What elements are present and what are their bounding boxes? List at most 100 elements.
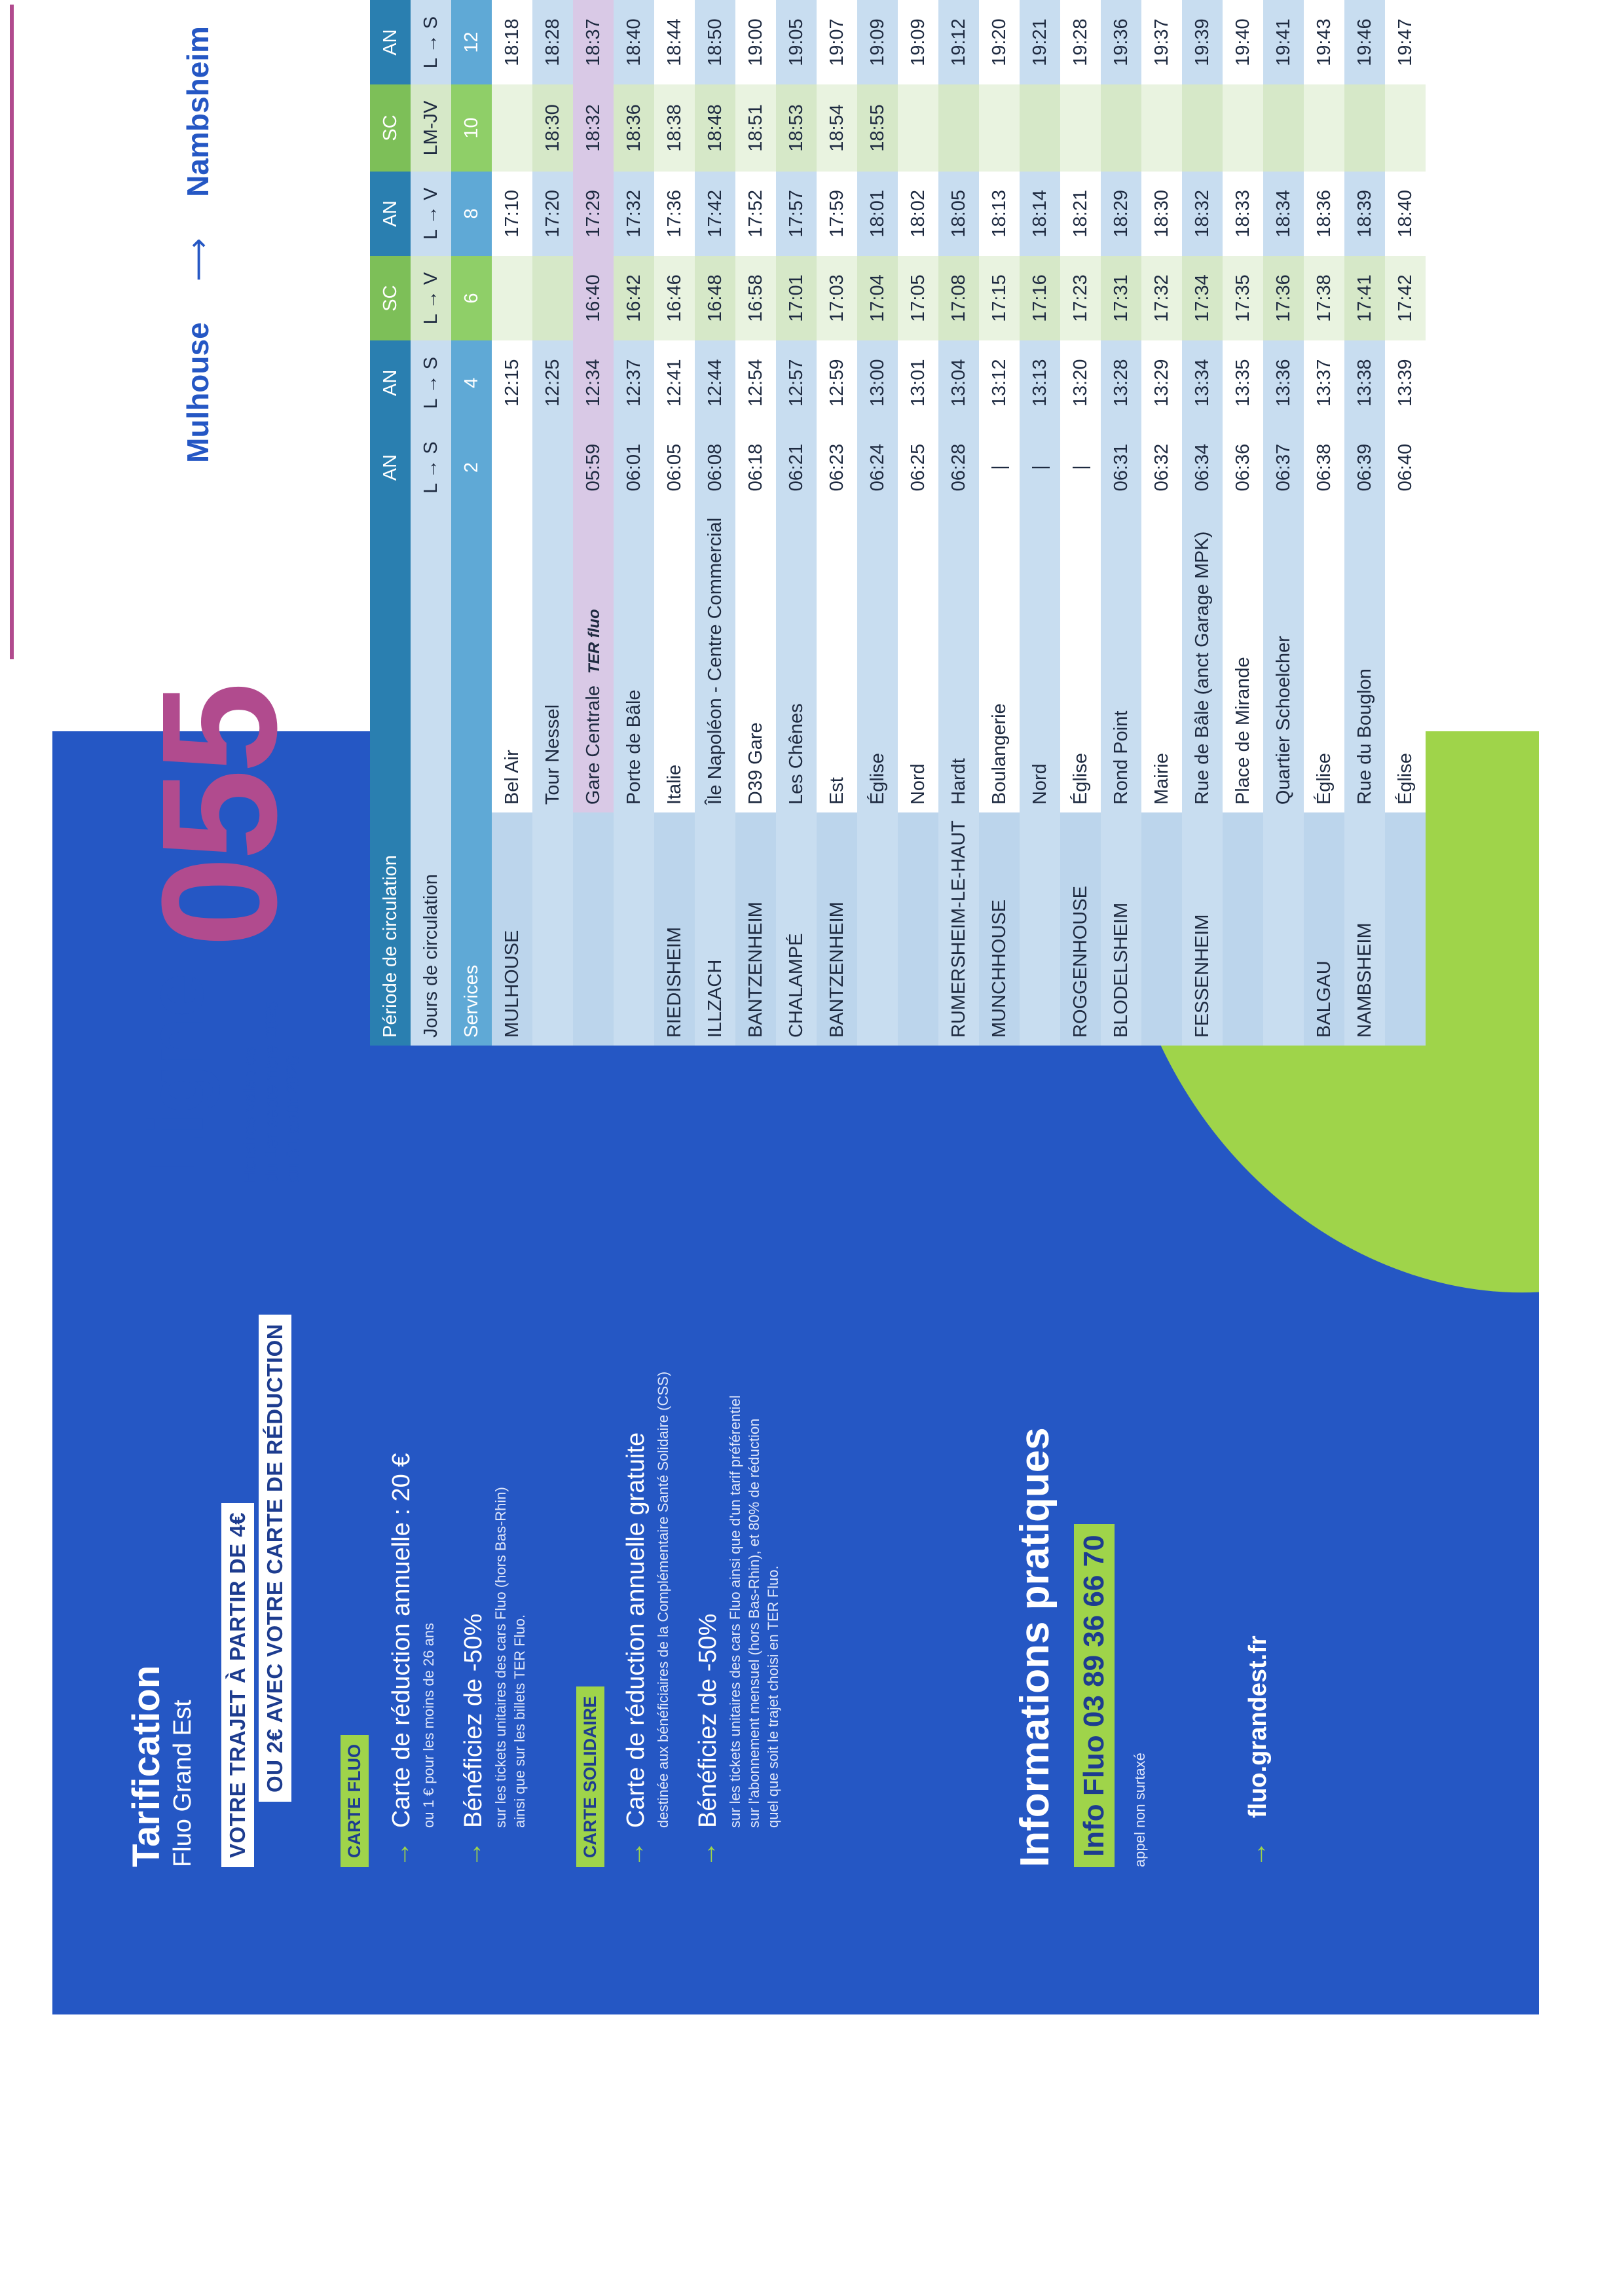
time-cell [1101,84,1141,172]
table-row: MULHOUSE Bel Air 12:15 17:10 18:18 [492,0,532,1046]
time-cell: 16:48 [695,255,735,341]
fluo-benefit-note-2: ainsi que sur les billets TER Fluo. [511,1614,528,1828]
fluo-benefit-note-1: sur les tickets unitaires des cars Fluo … [492,1487,509,1828]
services-label: Services [451,509,492,1046]
stop-cell: Église [1304,509,1344,813]
info-phone-note: appel non surtaxé [1132,1753,1148,1867]
time-cell [492,255,532,341]
time-cell: 13:36 [1263,340,1304,426]
time-cell: 12:54 [745,359,766,407]
time-cell: 18:36 [614,84,654,172]
time-cell: 18:40 [614,0,654,85]
city-cell: BANTZENHEIM [735,812,776,1046]
service-number: 4 [451,340,492,426]
time-cell: 17:35 [1223,255,1263,341]
table-row: FESSENHEIM Rue de Bâle (anct Garage MPK) 0… [1182,0,1223,1046]
time-cell: 18:55 [857,84,898,172]
time-cell: 18:53 [776,84,817,172]
table-row: Mairie 06:32 13:29 17:32 18:30 19:37 [1141,0,1182,1046]
stop-cell: D39 Gare [735,509,776,813]
stop-cell: Église [1060,509,1101,813]
time-cell: 13:12 [988,359,1010,407]
validity-line-2: du 1er septembre 2025 [261,1000,281,1183]
time-cell: 13:04 [938,340,979,426]
line-number: 055 [128,685,310,947]
timetable-header-periode: Période de circulation AN AN SC AN SC AN [370,0,411,1046]
fluo-card-title: Carte de réduction annuelle : 20 € [388,1453,415,1828]
time-cell: 19:00 [745,18,766,66]
time-cell: 17:32 [614,171,654,256]
timetable-header-services: Services 2 4 6 8 10 12 [451,0,492,1046]
stop-cell: Rond Point [1101,509,1141,813]
periode-cell: SC [370,84,411,172]
stop-name: Île Napoléon - Centre Commercial [704,517,726,805]
table-row: Église 06:24 13:00 17:04 18:01 18:55 19:09 [857,0,898,1046]
stop-cell: Porte de Bâle [614,509,654,813]
arrow-right-icon: → [1243,1841,1272,1867]
time-cell: 18:05 [938,171,979,256]
website-link[interactable]: fluo.grandest.fr [1244,1635,1272,1818]
time-cell: 18:30 [1151,190,1172,238]
solidaire-card-title: Carte de réduction annuelle gratuite [622,1432,650,1828]
time-cell [492,425,532,509]
stop-name: Église [1313,753,1335,805]
time-cell [1344,84,1385,172]
jours-cell: L → V [411,255,451,341]
time-cell: 18:28 [532,0,573,85]
stop-cell: Rue du Bouglon [1344,509,1385,813]
time-cell: 18:33 [1232,190,1253,238]
time-cell [979,84,1020,172]
time-cell: 17:23 [1060,255,1101,341]
stop-name: Est [826,777,847,805]
service-number: 6 [451,255,492,341]
time-cell: 18:02 [907,190,929,238]
time-cell: 06:37 [1263,425,1304,510]
periode-label: Période de circulation [370,509,411,1046]
time-cell: 06:28 [938,425,979,510]
time-cell: 06:08 [695,425,735,510]
time-cell: 19:36 [1101,0,1141,85]
time-cell: 06:01 [614,425,654,510]
city-cell: CHALAMPÉ [776,812,817,1046]
time-cell: 17:20 [532,171,573,256]
ter-fluo-logo: TER fluo [585,609,603,674]
jours-label: Jours de circulation [411,509,451,1046]
arrow-right-icon: → [458,1841,487,1867]
time-cell: | [1069,465,1091,470]
time-cell: 13:29 [1151,359,1172,407]
time-cell: 06:05 [663,443,685,492]
periode-cell: AN [370,340,411,426]
stop-cell: Tour Nessel [532,509,573,813]
time-cell: 19:07 [826,18,847,66]
table-row: RUMERSHEIM-LE-HAUT Hardt 06:28 13:04 17:08 18… [938,0,979,1046]
time-cell [1060,84,1101,172]
stop-cell: Nord [898,509,938,813]
time-cell: 19:05 [776,0,817,85]
table-row: Nord 06:25 13:01 17:05 18:02 19:09 [898,0,938,1046]
periode-cell: SC [370,255,411,341]
time-cell [1020,84,1060,172]
city-cell [614,812,654,1046]
route-origin: Mulhouse [181,322,215,463]
time-cell: 18:39 [1344,171,1385,256]
validity-dates: Horaires valables du 1er septembre 2025 … [239,1000,304,1183]
city-cell: MULHOUSE [492,812,532,1046]
stop-name: Mairie [1151,753,1172,805]
table-row: Quartier Schoelcher 06:37 13:36 17:36 18:34 1… [1263,0,1304,1046]
time-cell: 19:47 [1394,18,1416,66]
stop-name: Rond Point [1110,710,1132,805]
time-cell: 19:12 [938,0,979,85]
time-cell: 18:13 [988,190,1010,238]
time-cell: 17:04 [857,255,898,341]
city-cell: NAMBSHEIM [1344,812,1385,1046]
time-cell: | [988,465,1010,470]
stop-name: Église [1394,753,1416,805]
time-cell: 17:59 [826,190,847,238]
time-cell: 19:20 [988,18,1010,66]
stop-name: Porte de Bâle [623,689,644,805]
info-phone[interactable]: Info Fluo 03 89 36 66 70 [1074,1524,1115,1867]
stop-cell: Rue de Bâle (anct Garage MPK) [1182,509,1223,813]
stop-cell: Île Napoléon - Centre Commercial [695,509,735,813]
time-cell [1141,84,1182,172]
